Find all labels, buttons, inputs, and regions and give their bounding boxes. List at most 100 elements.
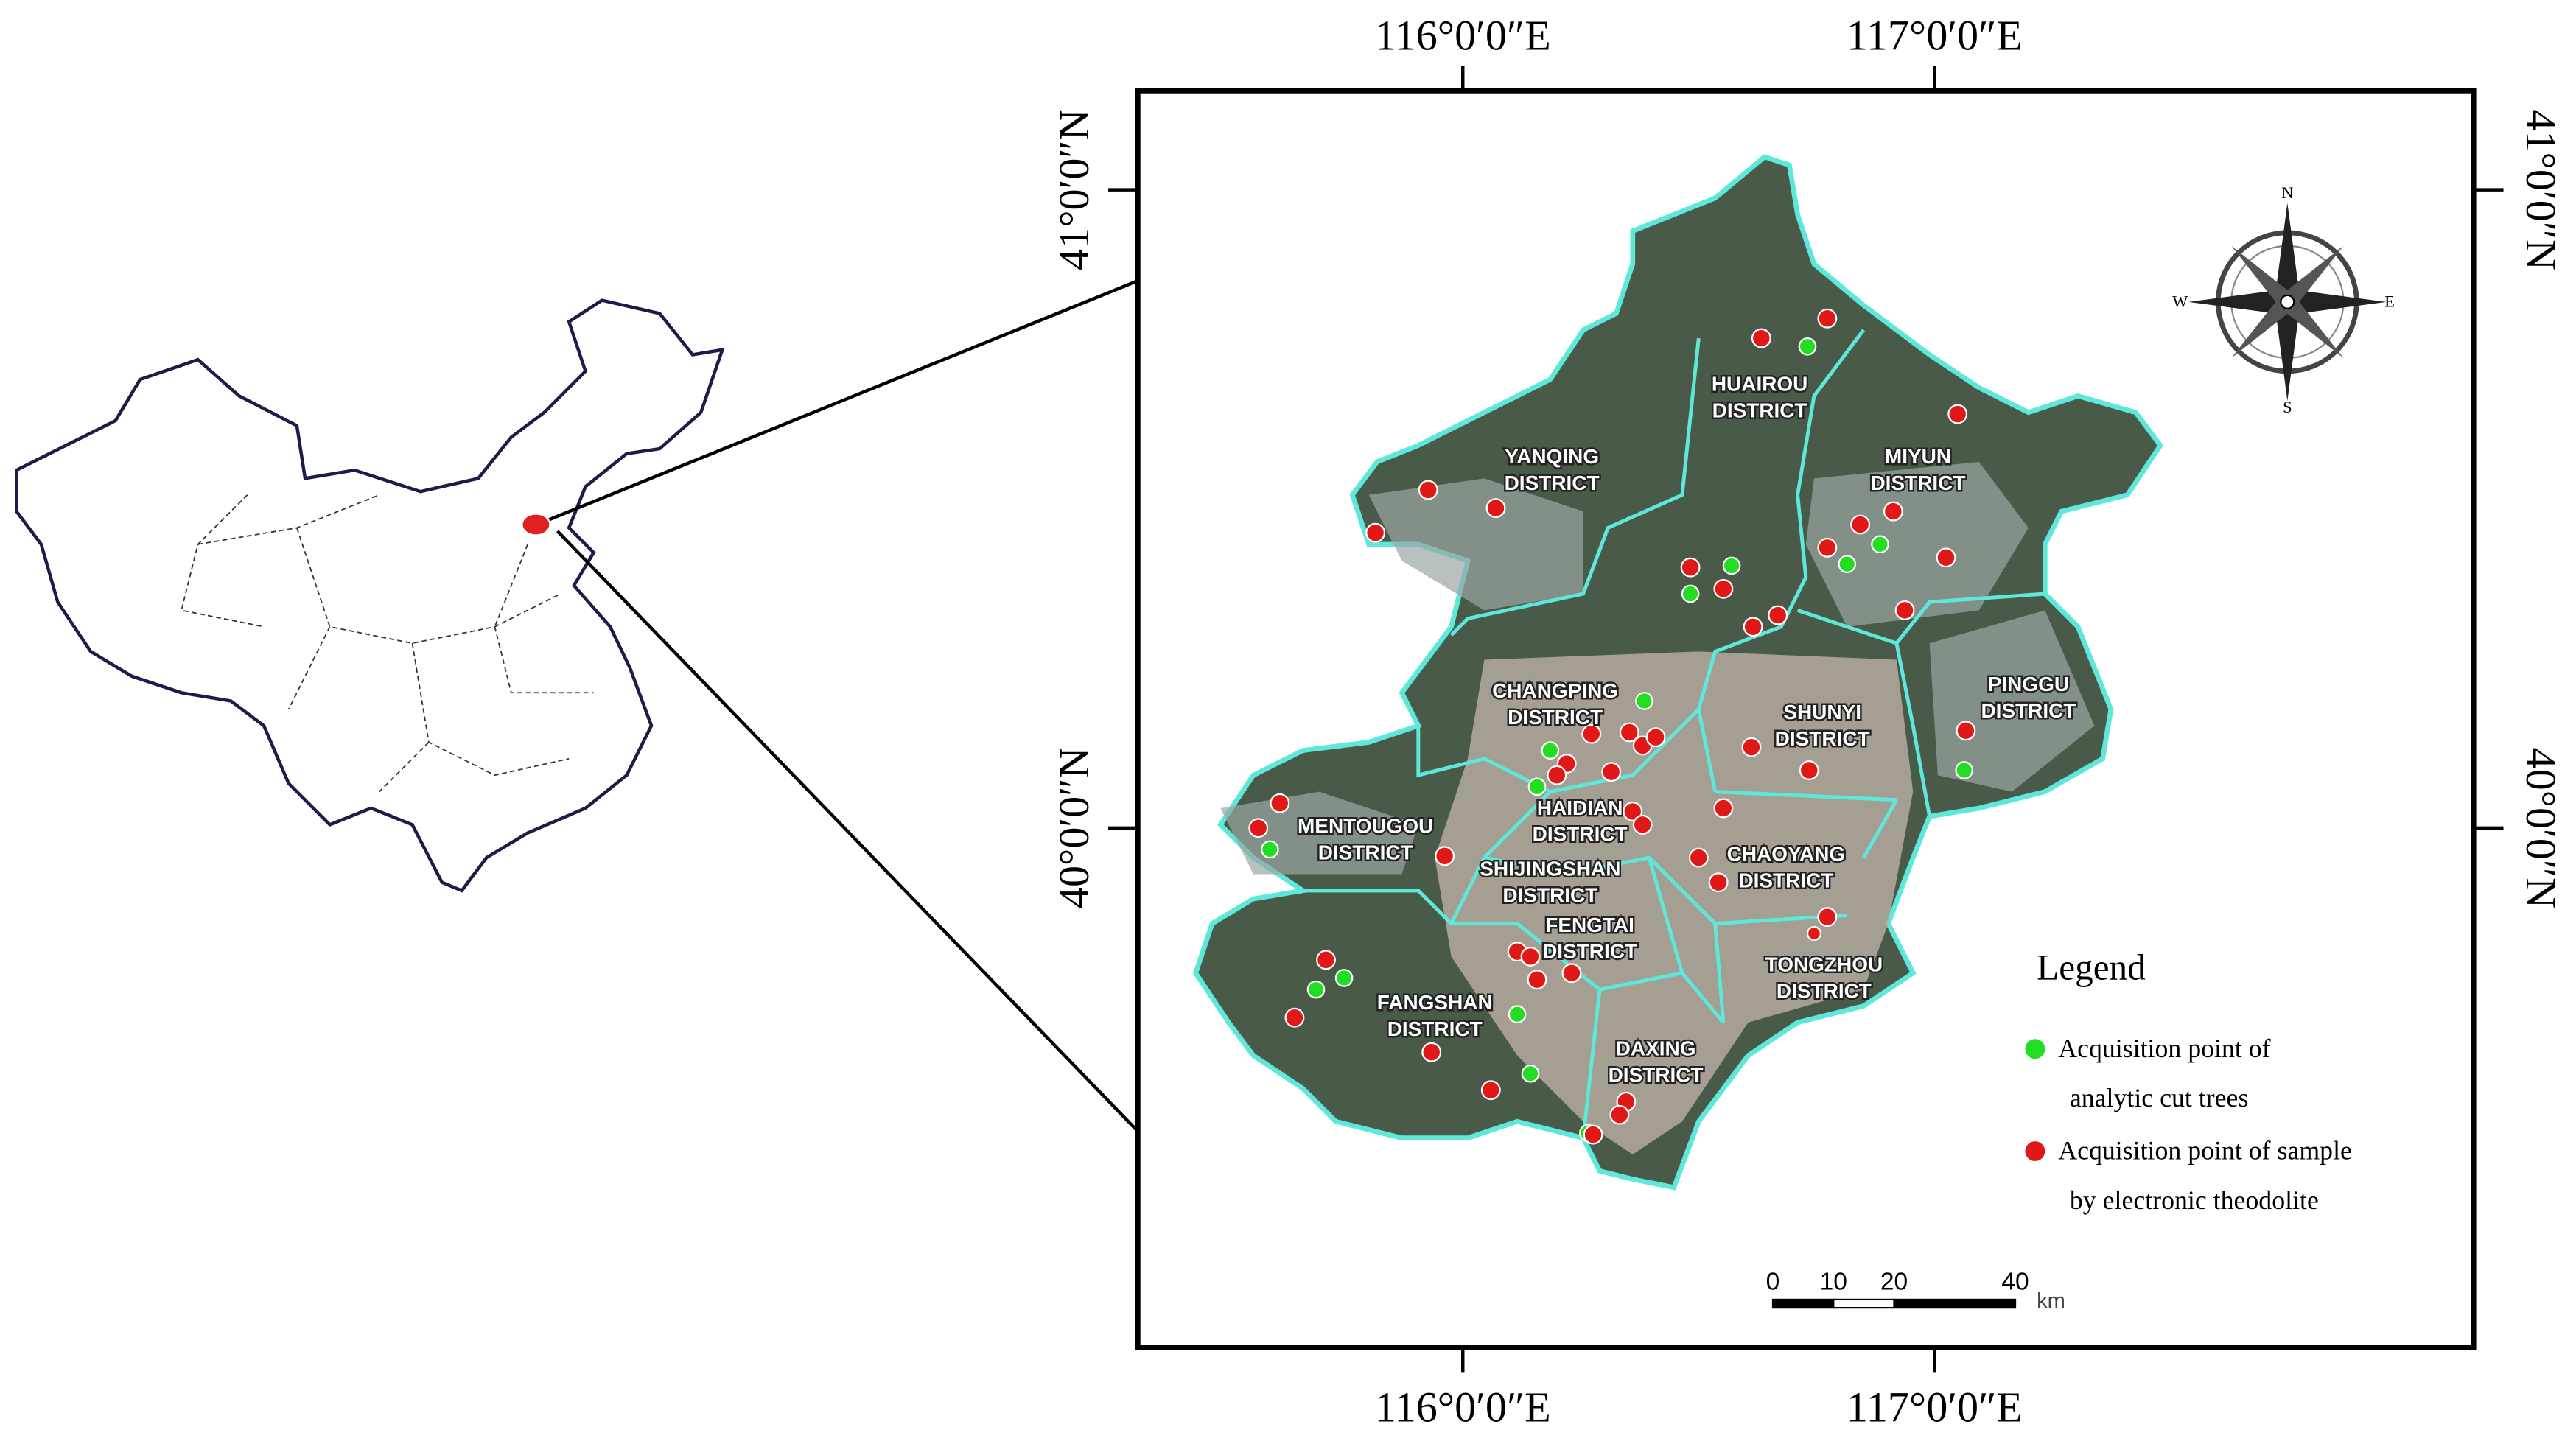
district-label: MIYUN	[1885, 445, 1951, 468]
lat-label: 40°0′0″N	[2517, 747, 2565, 908]
cut-tree-point	[1261, 840, 1279, 859]
theodolite-point	[1609, 1104, 1630, 1125]
district-label: HAIDIAN	[1537, 796, 1623, 819]
china-outline	[15, 298, 725, 893]
theodolite-point	[1817, 907, 1838, 928]
theodolite-point	[1743, 617, 1763, 637]
theodolite-point	[1435, 846, 1455, 866]
theodolite-point	[1817, 537, 1838, 558]
scale-label: 40	[2001, 1268, 2029, 1295]
theodolite-point	[1581, 723, 1602, 744]
theodolite-point	[1632, 814, 1653, 835]
scale-segment	[1833, 1298, 1895, 1309]
theodolite-point	[1850, 514, 1871, 535]
theodolite-point	[1365, 522, 1386, 543]
district-label: FANGSHAN	[1377, 991, 1493, 1014]
compass-w: W	[2172, 292, 2188, 311]
theodolite-point	[1817, 308, 1838, 329]
district-label: FENGTAI	[1545, 914, 1634, 936]
theodolite-point	[1799, 760, 1819, 780]
compass-rose	[2188, 203, 2387, 402]
cut-tree-point	[1508, 1005, 1527, 1024]
district-label: CHANGPING	[1492, 679, 1618, 702]
legend-label: Acquisition point of sample	[2058, 1136, 2352, 1166]
lon-label: 117°0′0″E	[1847, 11, 2023, 59]
district-label: DISTRICT	[1738, 869, 1833, 891]
theodolite-point	[1418, 480, 1438, 500]
district-label: DISTRICT	[1508, 706, 1603, 729]
district-label: DISTRICT	[1533, 823, 1628, 846]
district-label: DISTRICT	[1387, 1017, 1483, 1040]
theodolite-point	[1527, 970, 1547, 990]
cut-tree-point	[1541, 741, 1560, 760]
legend-marker	[2023, 1037, 2047, 1061]
cut-tree-point	[1871, 535, 1889, 554]
cut-tree-point	[1838, 555, 1857, 574]
theodolite-point	[1485, 498, 1506, 519]
scale-label: 20	[1880, 1268, 1908, 1295]
theodolite-point	[1547, 765, 1567, 785]
lat-label: 40°0′0″N	[1050, 747, 1098, 908]
province-borders	[181, 494, 594, 793]
theodolite-point	[1284, 1007, 1305, 1028]
theodolite-point	[1583, 1124, 1603, 1145]
district-label: DISTRICT	[1318, 841, 1413, 863]
district-label: DISTRICT	[1981, 699, 2076, 722]
lat-label: 41°0′0″N	[1050, 109, 1098, 270]
district-label: HUAIROU	[1712, 373, 1808, 396]
theodolite-point	[1619, 722, 1639, 743]
zoom-line	[548, 241, 1233, 522]
cut-tree-point	[1306, 980, 1326, 999]
theodolite-point	[1806, 925, 1822, 942]
cut-tree-point	[1521, 1064, 1540, 1083]
cut-tree-point	[1722, 556, 1741, 575]
theodolite-point	[1680, 557, 1701, 578]
theodolite-point	[1421, 1042, 1442, 1062]
scale-label: 0	[1766, 1268, 1780, 1295]
theodolite-point	[1645, 727, 1666, 748]
cut-tree-point	[1527, 777, 1547, 796]
theodolite-point	[1623, 802, 1643, 821]
district-label: DAXING	[1616, 1037, 1696, 1060]
scale-unit: km	[2037, 1289, 2065, 1313]
legend-label: Acquisition point of	[2058, 1034, 2270, 1063]
cut-tree-point	[1955, 761, 1973, 779]
legend-marker	[2023, 1139, 2047, 1163]
legend-title: Legend	[2037, 947, 2146, 988]
scale-segment	[1771, 1298, 1835, 1309]
theodolite-point	[1713, 798, 1734, 819]
district-label: SHUNYI	[1783, 701, 1861, 723]
district-label: DISTRICT	[1870, 472, 1965, 494]
district-label: CHAOYANG	[1727, 843, 1846, 866]
theodolite-point	[1480, 1080, 1501, 1101]
district-label: DISTRICT	[1609, 1063, 1704, 1086]
district-label: DISTRICT	[1775, 727, 1870, 750]
district-label: DISTRICT	[1502, 884, 1597, 907]
district-label: DISTRICT	[1712, 399, 1807, 422]
district-label: DISTRICT	[1777, 979, 1872, 1002]
lon-label: 117°0′0″E	[1847, 1384, 2023, 1430]
theodolite-point	[1270, 793, 1290, 813]
theodolite-point	[1561, 963, 1582, 984]
theodolite-point	[1520, 946, 1541, 967]
cut-tree-point	[1334, 969, 1354, 987]
theodolite-point	[1741, 737, 1762, 757]
scale-segment	[1893, 1298, 2017, 1309]
district-label: PINGGU	[1988, 673, 2069, 695]
district-label: TONGZHOU	[1765, 953, 1883, 976]
cut-tree-point	[1798, 337, 1817, 356]
scale-label: 10	[1820, 1268, 1847, 1295]
legend-label: by electronic theodolite	[2070, 1185, 2319, 1215]
lon-label: 116°0′0″E	[1375, 1384, 1551, 1430]
cut-tree-point	[1681, 584, 1700, 603]
theodolite-point	[1956, 721, 1976, 741]
zoom-line	[556, 530, 1233, 1230]
district-label: MENTOUGOU	[1298, 815, 1433, 838]
theodolite-point	[1248, 818, 1269, 838]
theodolite-point	[1894, 600, 1915, 620]
district-boundaries	[1303, 329, 2045, 1138]
theodolite-point	[1316, 950, 1336, 970]
theodolite-point	[1751, 328, 1771, 348]
